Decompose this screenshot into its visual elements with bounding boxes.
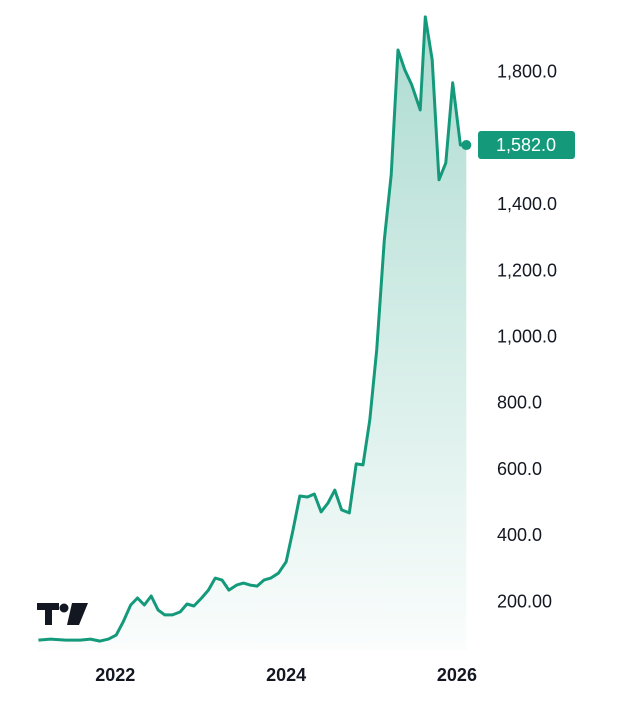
x-tick-label: 2024 [266, 665, 306, 685]
x-tick-label: 2022 [95, 665, 135, 685]
x-tick-label: 2026 [437, 665, 477, 685]
y-tick-label: 800.0 [497, 393, 542, 413]
logo [37, 603, 88, 625]
y-tick-label: 200.00 [497, 591, 552, 611]
price-label: 1,582.0 [496, 135, 556, 155]
price-badge [478, 131, 575, 160]
y-tick-label: 1,400.0 [497, 194, 557, 214]
y-tick-label: 1,200.0 [497, 260, 557, 280]
y-tick-label: 1,800.0 [497, 62, 557, 82]
y-tick-label: 600.0 [497, 459, 542, 479]
last-point [461, 140, 472, 151]
y-tick-label: 400.0 [497, 525, 542, 545]
y-tick-label: 1,000.0 [497, 326, 557, 346]
line [38, 15, 467, 643]
area [38, 16, 467, 650]
